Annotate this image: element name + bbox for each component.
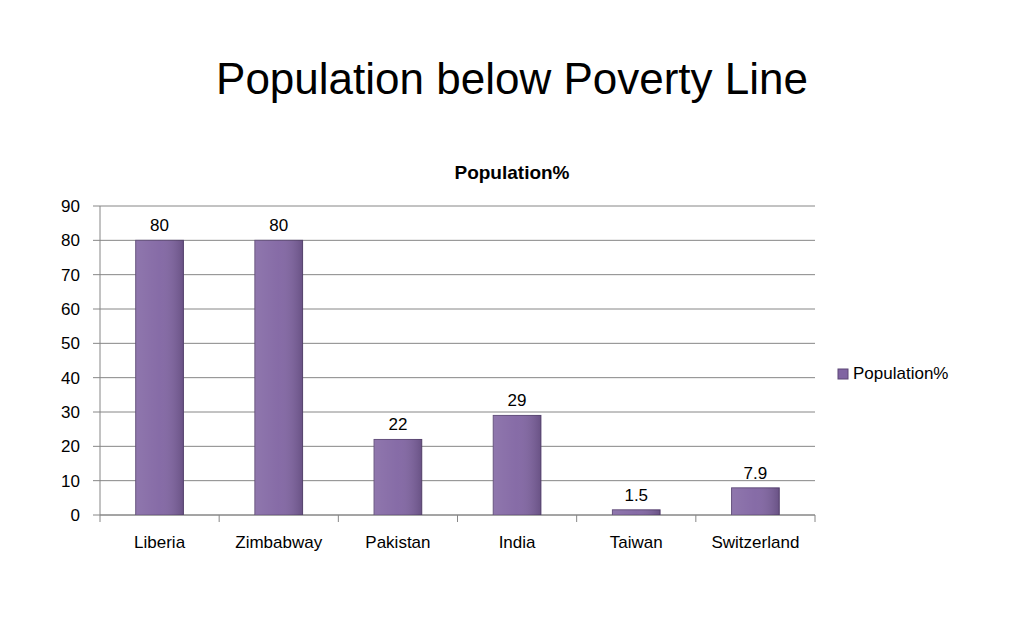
bar xyxy=(612,510,660,515)
bar xyxy=(136,240,184,515)
y-tick-label: 50 xyxy=(61,334,80,353)
x-tick xyxy=(457,515,458,522)
subtitle: Population% xyxy=(454,162,569,183)
bar-shade xyxy=(732,488,780,515)
y-tick xyxy=(93,412,100,413)
y-tick xyxy=(93,343,100,344)
bars xyxy=(136,240,780,515)
data-label: 80 xyxy=(150,216,169,235)
y-tick-label: 0 xyxy=(71,506,80,525)
grid-line xyxy=(100,343,815,344)
bar-shade xyxy=(374,439,422,515)
bar xyxy=(255,240,303,515)
title: Population below Poverty Line xyxy=(216,54,808,103)
y-tick xyxy=(93,515,100,516)
x-tick xyxy=(219,515,220,522)
y-tick-label: 40 xyxy=(61,369,80,388)
x-tick-label: Switzerland xyxy=(711,533,799,552)
x-tick-label: Pakistan xyxy=(365,533,430,552)
bar xyxy=(493,415,541,515)
bar-shade xyxy=(612,510,660,515)
bar-shade xyxy=(255,240,303,515)
y-tick-label: 20 xyxy=(61,437,80,456)
x-tick xyxy=(338,515,339,522)
y-tick xyxy=(93,240,100,241)
bar xyxy=(732,488,780,515)
y-tick-label: 70 xyxy=(61,266,80,285)
grid-line xyxy=(100,446,815,447)
legend-swatch xyxy=(838,369,848,379)
chart-root: Population below Poverty Line Population%… xyxy=(0,0,1024,629)
y-tick xyxy=(93,446,100,447)
legend-label: Population% xyxy=(853,364,948,383)
data-label: 80 xyxy=(269,216,288,235)
bar-shade xyxy=(136,240,184,515)
y-tick-label: 30 xyxy=(61,403,80,422)
y-tick xyxy=(93,206,100,207)
y-tick xyxy=(93,274,100,275)
y-tick-label: 90 xyxy=(61,197,80,216)
chart-svg: Population below Poverty Line Population%… xyxy=(0,0,1024,629)
y-axis xyxy=(100,206,101,515)
x-tick xyxy=(100,515,101,522)
grid-line xyxy=(100,412,815,413)
x-tick-label: Taiwan xyxy=(610,533,663,552)
data-label: 7.9 xyxy=(744,464,768,483)
y-tick xyxy=(93,309,100,310)
grid-line xyxy=(100,377,815,378)
data-label: 1.5 xyxy=(624,486,648,505)
grid-line xyxy=(100,309,815,310)
y-tick-label: 60 xyxy=(61,300,80,319)
y-tick-label: 10 xyxy=(61,472,80,491)
x-tick xyxy=(815,515,816,522)
x-tick xyxy=(695,515,696,522)
x-tick-label: Liberia xyxy=(134,533,186,552)
y-tick-label: 80 xyxy=(61,231,80,250)
x-tick-label: Zimbabway xyxy=(235,533,322,552)
grid-line xyxy=(100,240,815,241)
grid-line xyxy=(100,480,815,481)
bar-shade xyxy=(493,415,541,515)
y-tick xyxy=(93,377,100,378)
y-tick xyxy=(93,480,100,481)
data-label: 22 xyxy=(388,415,407,434)
x-tick-label: India xyxy=(499,533,536,552)
x-tick xyxy=(576,515,577,522)
data-label: 29 xyxy=(508,391,527,410)
grid-line xyxy=(100,274,815,275)
grid-line xyxy=(100,206,815,207)
bar xyxy=(374,439,422,515)
